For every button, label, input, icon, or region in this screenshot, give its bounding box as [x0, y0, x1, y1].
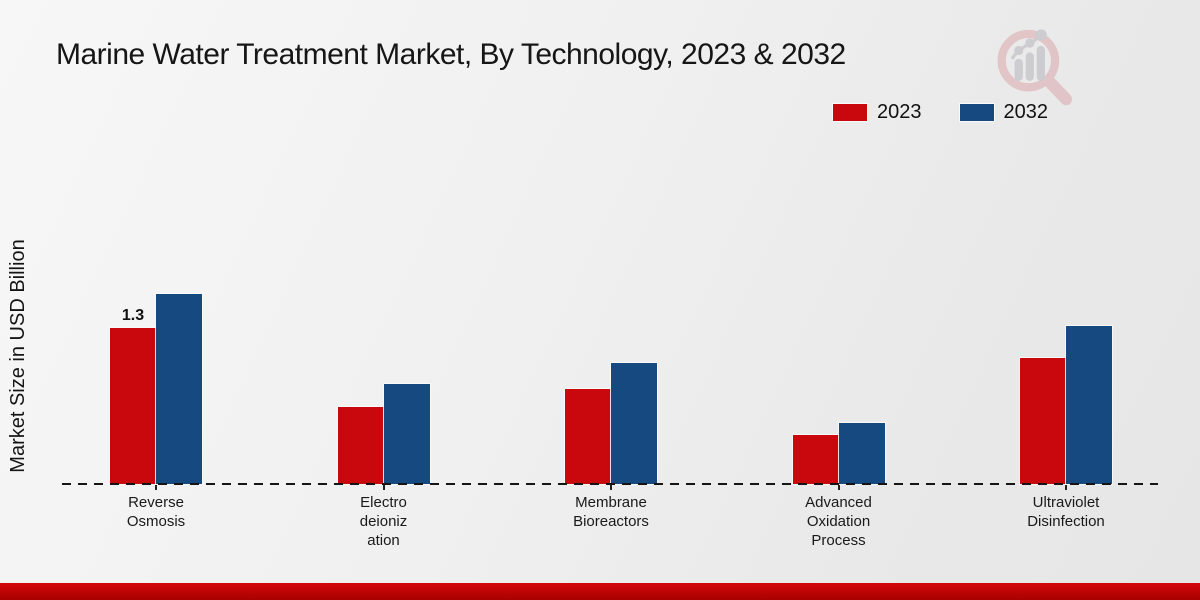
legend-label-2032: 2032: [1003, 101, 1049, 123]
bar-value-label: 1.3: [121, 307, 145, 324]
chart-title: Marine Water Treatment Market, By Techno…: [56, 38, 846, 71]
bar-2023-electro-deionization: [337, 407, 384, 484]
bar-2032-membrane-bioreactors: [611, 363, 657, 484]
magnifier-chart-logo-icon: [997, 29, 1073, 106]
x-axis-tick: [155, 485, 157, 490]
x-axis-dashed-line: [62, 483, 1158, 485]
x-axis-label-ultraviolet-disinfection: Ultraviolet Disinfection: [1027, 494, 1105, 530]
legend-item-2023: 2023: [833, 101, 922, 124]
x-axis-tick: [382, 485, 385, 490]
x-axis-tick: [610, 485, 612, 490]
x-axis-labels: Reverse Osmosis Electro deioniz ation Memb…: [62, 493, 1158, 563]
footer-red-bar: [0, 583, 1200, 600]
plot-area: 1.3: [62, 0, 1158, 484]
x-axis-tick: [1065, 485, 1067, 490]
bar-2023-reverse-osmosis: [110, 328, 156, 484]
bar-2032-ultraviolet-disinfection: [1066, 326, 1112, 484]
x-axis-label-advanced-oxidation-process: Advanced Oxidation Process: [805, 494, 872, 549]
x-axis-tick: [837, 485, 840, 490]
legend-swatch-2023: [833, 104, 867, 121]
bar-2023-advanced-oxidation-process: [792, 435, 839, 484]
x-axis-label-electro-deionization: Electro deioniz ation: [359, 494, 408, 549]
legend-label-2023: 2023: [877, 101, 922, 123]
y-axis-label: Market Size in USD Billion: [7, 239, 29, 473]
bar-2023-membrane-bioreactors: [565, 389, 611, 484]
x-axis-label-reverse-osmosis: Reverse Osmosis: [126, 494, 186, 530]
x-axis-label-membrane-bioreactors: Membrane Bioreactors: [573, 494, 649, 530]
bar-2032-advanced-oxidation-process: [838, 423, 885, 484]
legend-swatch-2032: [959, 104, 994, 121]
bar-2023-ultraviolet-disinfection: [1020, 358, 1066, 484]
bar-2032-reverse-osmosis: [156, 294, 202, 484]
legend: 2023 2032: [833, 101, 1048, 124]
bar-2032-electro-deionization: [383, 384, 430, 484]
legend-item-2032: 2032: [959, 101, 1049, 124]
